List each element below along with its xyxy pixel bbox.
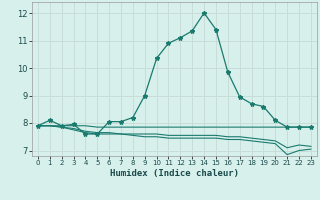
X-axis label: Humidex (Indice chaleur): Humidex (Indice chaleur)	[110, 169, 239, 178]
